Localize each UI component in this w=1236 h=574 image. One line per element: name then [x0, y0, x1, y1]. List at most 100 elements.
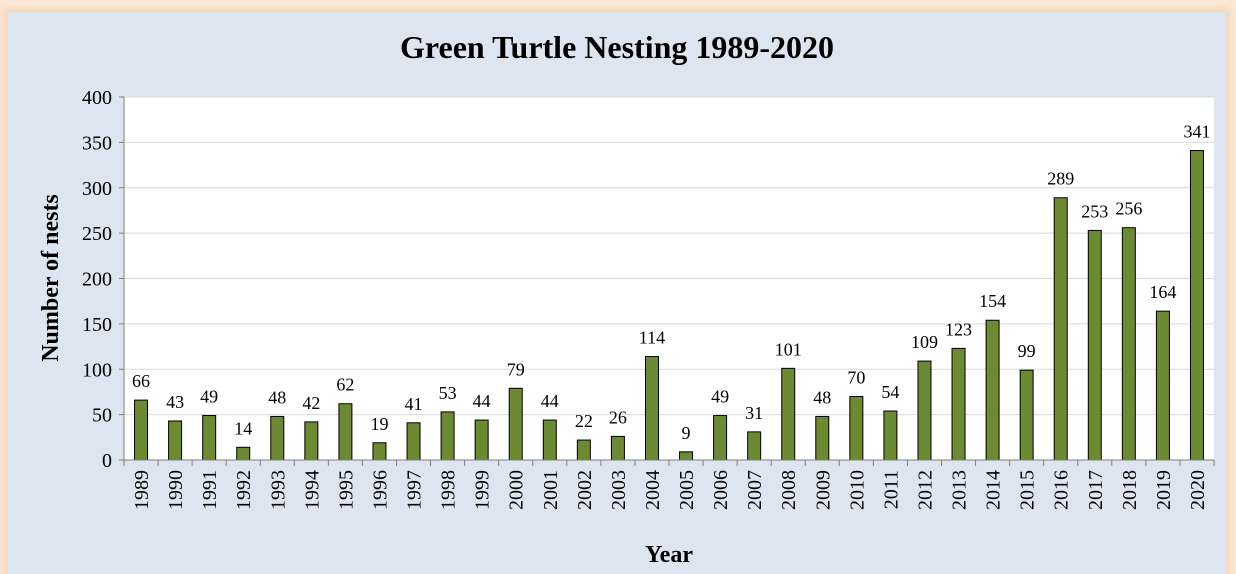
data-labels: 66 43 49 14 48 42 62 19 41 53 44 79 44 22 26 114 9 49 31 10…: [132, 122, 1210, 443]
x-tick-label-2011: 2011: [880, 470, 902, 509]
bar-1993: [270, 415, 285, 461]
data-label-2004: 114: [639, 328, 665, 348]
bar-1996: [372, 442, 387, 461]
bar-2001: [542, 419, 557, 461]
y-axis-title: Number of nests: [38, 194, 64, 362]
data-label-2012: 109: [911, 332, 938, 352]
bar-2019: [1155, 310, 1170, 461]
bar-2014: [985, 319, 1000, 461]
bar-1995: [338, 403, 353, 461]
x-tick-label-2003: 2003: [608, 470, 630, 510]
bar-2009: [815, 415, 830, 461]
x-tick-label-1991: 1991: [199, 470, 221, 510]
data-label-1992: 14: [234, 418, 252, 438]
bar-1997: [406, 422, 421, 461]
y-tick-label: 300: [82, 178, 112, 200]
x-tick-label-2016: 2016: [1051, 470, 1073, 510]
data-label-1993: 48: [268, 387, 286, 407]
bar-2015: [1019, 369, 1034, 461]
x-tick-label-2007: 2007: [744, 470, 766, 510]
gridlines: [124, 96, 1214, 416]
data-label-2018: 256: [1115, 199, 1142, 219]
chart-frame: Green Turtle Nesting 1989-2020 66 43 49 14 4…: [8, 12, 1226, 574]
data-label-2020: 341: [1183, 122, 1210, 142]
y-tick-label: 250: [82, 223, 112, 245]
x-tick-label-1990: 1990: [165, 470, 187, 510]
bar-1994: [304, 421, 319, 461]
bar-1989: [134, 399, 149, 461]
bars: [134, 150, 1204, 461]
bar-2005: [679, 451, 694, 461]
bar-2008: [781, 367, 796, 461]
y-tick-label: 50: [92, 405, 112, 427]
x-tick-label-1996: 1996: [369, 470, 391, 510]
y-tick-label: 150: [82, 314, 112, 336]
x-tick-label-2017: 2017: [1085, 470, 1107, 510]
y-tick-label: 100: [82, 359, 112, 381]
bar-2018: [1121, 227, 1136, 461]
bar-2017: [1087, 229, 1102, 461]
x-tick-label-2001: 2001: [540, 470, 562, 510]
x-tick-label-2019: 2019: [1153, 470, 1175, 510]
bar-2011: [883, 410, 898, 461]
data-label-1990: 43: [166, 392, 184, 412]
data-label-2013: 123: [945, 319, 972, 339]
data-label-1991: 49: [200, 387, 218, 407]
data-label-1989: 66: [132, 371, 150, 391]
x-tick-label-2018: 2018: [1119, 470, 1141, 510]
x-tick-label-2010: 2010: [846, 470, 868, 510]
data-label-1999: 44: [473, 391, 491, 411]
bar-2020: [1189, 150, 1204, 461]
x-tick-label-2000: 2000: [506, 470, 528, 510]
y-tick-label: 200: [82, 269, 112, 291]
x-axis-title: Year: [645, 542, 693, 568]
y-axis-ticks: 0 50 100 150 200 250 300 350 400: [82, 87, 124, 472]
bar-1992: [236, 446, 251, 461]
data-label-2014: 154: [979, 291, 1006, 311]
x-tick-label-2013: 2013: [949, 470, 971, 510]
bar-1999: [474, 419, 489, 461]
data-label-2006: 49: [711, 387, 729, 407]
data-label-1994: 42: [302, 393, 320, 413]
x-tick-label-1998: 1998: [438, 470, 460, 510]
y-tick-label: 0: [102, 450, 112, 472]
x-tick-label-2020: 2020: [1187, 470, 1209, 510]
bar-2003: [610, 435, 625, 461]
x-tick-label-2006: 2006: [710, 470, 732, 510]
x-tick-label-2015: 2015: [1017, 470, 1039, 510]
bar-1998: [440, 411, 455, 461]
x-tick-label-1992: 1992: [233, 470, 255, 510]
bar-2006: [713, 415, 728, 461]
data-label-2010: 70: [847, 367, 865, 387]
data-label-2016: 289: [1047, 169, 1074, 189]
bar-2010: [849, 395, 864, 461]
y-tick-label: 350: [82, 132, 112, 154]
data-label-1997: 41: [405, 394, 423, 414]
data-label-1996: 19: [370, 414, 388, 434]
data-label-2002: 22: [575, 411, 593, 431]
chart-title: Green Turtle Nesting 1989-2020: [400, 29, 834, 65]
x-tick-label-1999: 1999: [472, 470, 494, 510]
x-tick-label-1993: 1993: [267, 470, 289, 510]
x-tick-label-2014: 2014: [983, 470, 1005, 510]
bar-2004: [644, 356, 659, 461]
bar-1991: [202, 415, 217, 461]
bar-2007: [747, 431, 762, 461]
data-label-2000: 79: [507, 359, 525, 379]
x-tick-label-2009: 2009: [812, 470, 834, 510]
bar-2002: [576, 439, 591, 461]
data-label-2011: 54: [881, 382, 899, 402]
data-label-1998: 53: [439, 383, 457, 403]
data-label-1995: 62: [336, 375, 354, 395]
bar-2016: [1053, 197, 1068, 461]
bar-2000: [508, 387, 523, 461]
x-axis-ticks: 1989 1990 1991 1992 1993 1994 1995 1996 1997 1998…: [123, 460, 1215, 510]
data-label-2015: 99: [1018, 341, 1036, 361]
data-label-2001: 44: [541, 391, 559, 411]
data-label-2019: 164: [1149, 282, 1176, 302]
bar-2013: [951, 347, 966, 461]
data-label-2005: 9: [682, 423, 691, 443]
bar-2012: [917, 360, 932, 461]
x-tick-label-2005: 2005: [676, 470, 698, 510]
data-label-2009: 48: [813, 387, 831, 407]
